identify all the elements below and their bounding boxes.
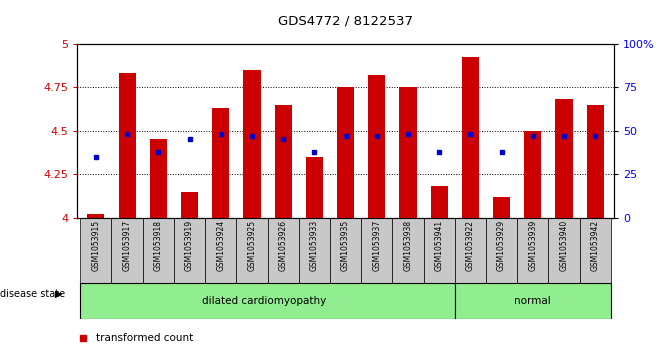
Bar: [143, 218, 174, 283]
Bar: [268, 218, 299, 283]
Bar: [361, 218, 393, 283]
Bar: [181, 192, 198, 218]
Text: GSM1053939: GSM1053939: [528, 220, 537, 271]
Bar: [236, 218, 268, 283]
Text: GSM1053924: GSM1053924: [216, 220, 225, 271]
Text: GSM1053918: GSM1053918: [154, 220, 163, 271]
Text: GSM1053929: GSM1053929: [497, 220, 506, 271]
Bar: [423, 218, 455, 283]
Bar: [212, 108, 229, 218]
Bar: [368, 75, 385, 218]
Bar: [81, 283, 455, 319]
Text: GSM1053926: GSM1053926: [278, 220, 288, 271]
Text: normal: normal: [515, 296, 551, 306]
Bar: [81, 218, 111, 283]
Text: GSM1053940: GSM1053940: [560, 220, 568, 271]
Bar: [306, 157, 323, 218]
Text: transformed count: transformed count: [96, 334, 193, 343]
Text: GSM1053919: GSM1053919: [185, 220, 194, 271]
Bar: [580, 218, 611, 283]
Bar: [119, 73, 136, 218]
Bar: [486, 218, 517, 283]
Text: ▶: ▶: [55, 289, 62, 299]
Bar: [174, 218, 205, 283]
Text: GSM1053942: GSM1053942: [590, 220, 600, 271]
Bar: [399, 87, 417, 218]
Text: GSM1053915: GSM1053915: [91, 220, 101, 271]
Bar: [150, 139, 167, 218]
Bar: [205, 218, 236, 283]
Text: GSM1053938: GSM1053938: [403, 220, 413, 271]
Bar: [87, 214, 105, 218]
Text: disease state: disease state: [0, 289, 65, 299]
Text: GSM1053917: GSM1053917: [123, 220, 132, 271]
Text: dilated cardiomyopathy: dilated cardiomyopathy: [202, 296, 327, 306]
Text: GSM1053922: GSM1053922: [466, 220, 475, 271]
Text: GSM1053933: GSM1053933: [310, 220, 319, 271]
Bar: [548, 218, 580, 283]
Bar: [455, 218, 486, 283]
Bar: [244, 70, 260, 218]
Text: GDS4772 / 8122537: GDS4772 / 8122537: [278, 15, 413, 28]
Text: GSM1053935: GSM1053935: [341, 220, 350, 271]
Bar: [330, 218, 361, 283]
Bar: [493, 197, 510, 218]
Bar: [517, 218, 548, 283]
Bar: [524, 131, 541, 218]
Bar: [111, 218, 143, 283]
Bar: [455, 283, 611, 319]
Bar: [393, 218, 423, 283]
Bar: [337, 87, 354, 218]
Bar: [462, 57, 479, 218]
Bar: [274, 105, 292, 218]
Bar: [431, 187, 448, 218]
Bar: [299, 218, 330, 283]
Text: GSM1053925: GSM1053925: [248, 220, 256, 271]
Bar: [586, 105, 604, 218]
Text: GSM1053937: GSM1053937: [372, 220, 381, 271]
Bar: [556, 99, 572, 218]
Text: GSM1053941: GSM1053941: [435, 220, 444, 271]
